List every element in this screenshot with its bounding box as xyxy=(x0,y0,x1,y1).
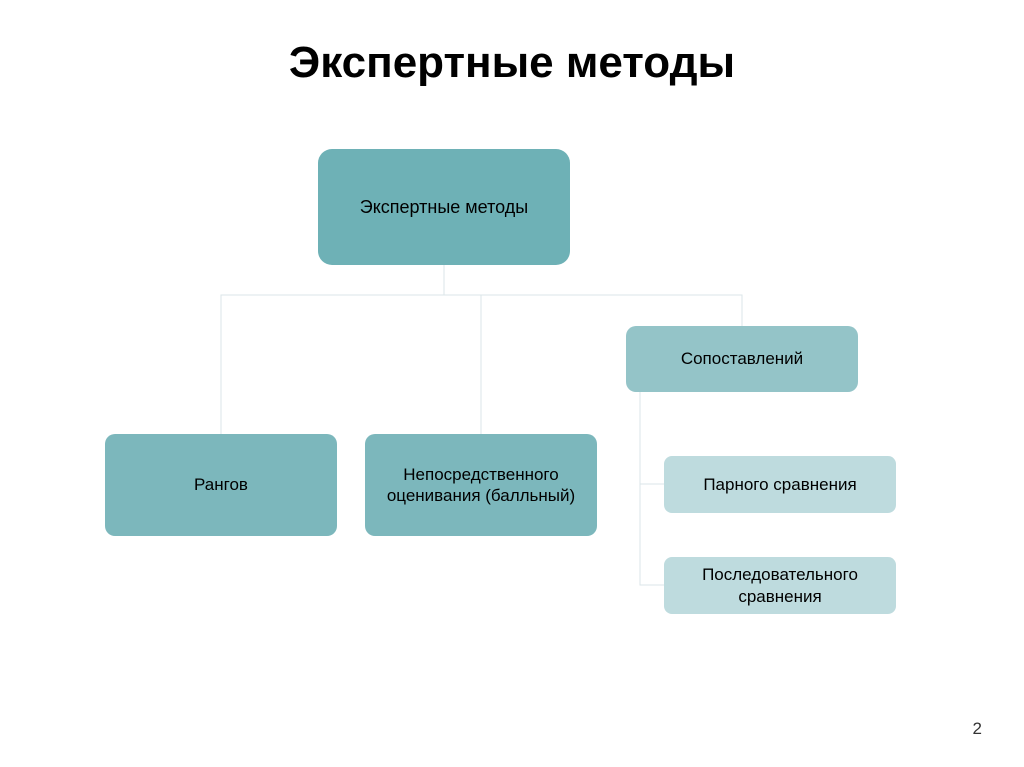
node-direct: Непосредственного оценивания (балльный) xyxy=(365,434,597,536)
node-pairwise: Парного сравнения xyxy=(664,456,896,513)
page-number: 2 xyxy=(973,719,982,739)
node-comparisons: Сопоставлений xyxy=(626,326,858,392)
slide-title: Экспертные методы xyxy=(0,38,1024,88)
node-ranks: Рангов xyxy=(105,434,337,536)
connector-layer xyxy=(0,0,1024,767)
node-sequential: Последовательного сравнения xyxy=(664,557,896,614)
node-root: Экспертные методы xyxy=(318,149,570,265)
